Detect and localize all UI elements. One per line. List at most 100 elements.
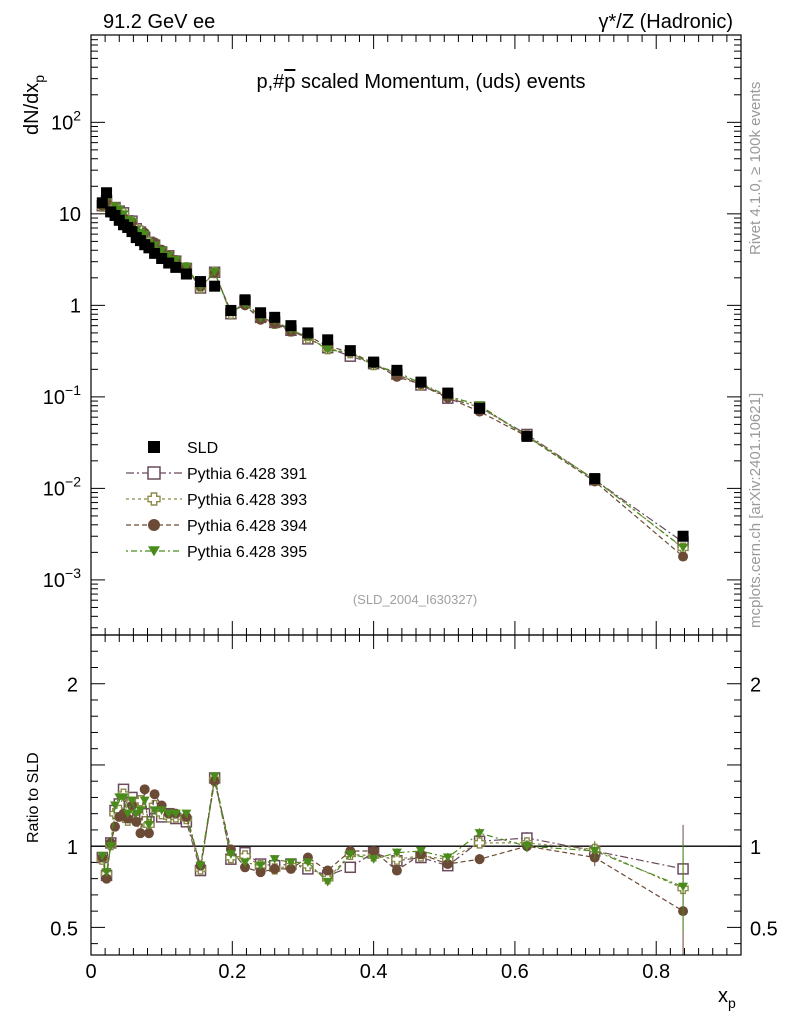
ratio-point-4	[143, 821, 154, 830]
ratio-point-4	[415, 847, 426, 856]
ratio-point-4	[302, 858, 313, 867]
data-point	[255, 307, 267, 319]
y-tick-label: 1	[70, 295, 81, 317]
ratio-point-3	[135, 828, 146, 839]
legend-label-data: SLD	[187, 440, 218, 457]
x-tick-label: 0.6	[501, 961, 529, 983]
ratio-point-4	[163, 809, 174, 819]
header-right: γ*/Z (Hadronic)	[599, 11, 733, 33]
ratio-tick-label: 2	[67, 675, 78, 697]
data-point	[149, 247, 161, 259]
data-point	[344, 345, 356, 357]
ratio-point-3	[442, 859, 453, 870]
ratio-point-4	[345, 850, 356, 859]
ratio-series	[96, 772, 689, 956]
data-point	[170, 261, 182, 273]
y-tick-label: 10−3	[43, 565, 81, 592]
x-tick-label: 0.8	[642, 961, 670, 983]
data-point	[156, 253, 168, 265]
ratio-point-4	[589, 847, 600, 856]
ratio-point-4	[97, 851, 108, 861]
data-point	[322, 334, 334, 346]
ratio-point-4	[269, 855, 280, 864]
data-point	[442, 387, 454, 399]
y-tick-label: 10−2	[43, 473, 81, 500]
ratio-point-4	[139, 796, 150, 806]
data-point	[96, 197, 108, 209]
y-tick-label: 102	[51, 107, 81, 134]
mcplots-label: mcplots.cern.ch [arXiv:2401.10621]	[747, 393, 764, 628]
legend-label-1: Pythia 6.428 391	[187, 466, 307, 483]
ratio-point-3	[285, 863, 296, 874]
analysis-id: (SLD_2004_I630327)	[353, 592, 477, 607]
rivet-label: Rivet 4.1.0, ≥ 100k events	[747, 82, 764, 255]
ratio-point-4	[368, 855, 379, 864]
data-point	[677, 530, 689, 542]
ratio-point-4	[225, 850, 236, 859]
legend-label-3: Pythia 6.428 394	[187, 518, 307, 535]
data-point	[474, 402, 486, 414]
data-point	[269, 311, 281, 323]
ratio-tick-label: 2	[750, 675, 761, 697]
main-series	[96, 187, 689, 562]
legend-marker-data	[148, 441, 160, 453]
ratio-point-3	[255, 867, 266, 878]
ratio-point-4	[135, 806, 146, 815]
ratio-point-3	[101, 873, 112, 884]
ratio-point-4	[195, 861, 206, 871]
ratio-point-4	[118, 793, 129, 802]
ratio-point-4	[285, 858, 296, 867]
ratio-point-4	[170, 809, 181, 819]
series-point-4	[322, 345, 333, 355]
ratio-axis-label: Ratio to SLD	[25, 752, 42, 843]
ratio-point-3	[131, 816, 142, 827]
ratio-axis-ticks: 0 0.2 0.4 0.6 0.8 2 2 1 1 0.5 0.5	[50, 635, 778, 983]
data-point	[126, 226, 138, 238]
ratio-point-4	[209, 772, 220, 781]
ratio-point-3	[322, 865, 333, 876]
x-tick-label: 0.2	[218, 961, 246, 983]
ratio-tick-label: 1	[750, 837, 761, 859]
ratio-point-4	[122, 809, 133, 819]
ratio-point-4	[110, 801, 121, 811]
ratio-point-3	[139, 784, 150, 795]
data-point	[285, 320, 297, 332]
data-point	[209, 280, 221, 292]
ratio-point-3	[391, 865, 402, 876]
series-point-4	[678, 543, 689, 553]
data-point	[589, 473, 601, 485]
y-tick-label: 10	[59, 204, 81, 226]
ratio-point-4	[156, 806, 167, 815]
ratio-point-2	[473, 837, 486, 849]
ratio-point-2	[391, 853, 403, 865]
ratio-point-3	[209, 776, 220, 787]
legend-label-2: Pythia 6.428 393	[187, 492, 307, 509]
data-point	[101, 187, 113, 199]
series-point-3	[678, 551, 689, 562]
data-point	[368, 356, 380, 368]
ratio-point-3	[110, 821, 121, 832]
ratio-point-4	[521, 842, 532, 851]
x-tick-label: 0	[85, 961, 96, 983]
legend-marker-2	[147, 492, 161, 506]
ratio-point-3	[269, 863, 280, 874]
ratio-point-4	[322, 877, 333, 887]
x-axis-label: xp	[718, 985, 736, 1011]
ratio-point-3	[143, 828, 154, 839]
data-point	[415, 376, 427, 388]
legend-marker-4	[148, 546, 160, 557]
ratio-tick-label: 0.5	[50, 918, 78, 940]
y-tick-label: 10−1	[43, 382, 81, 409]
series-point-4	[181, 262, 192, 272]
data-point	[391, 364, 403, 376]
ratio-point-4	[105, 842, 116, 851]
ratio-point-3	[122, 813, 133, 824]
series-point-4	[209, 267, 220, 277]
y-axis-label: dN/dxp	[21, 75, 47, 135]
ratio-plot-frame	[90, 634, 742, 956]
ratio-point-3	[368, 846, 379, 857]
legend-marker-1	[147, 466, 161, 480]
ratio-point-1	[344, 861, 357, 874]
ratio-tick-label: 1	[67, 837, 78, 859]
